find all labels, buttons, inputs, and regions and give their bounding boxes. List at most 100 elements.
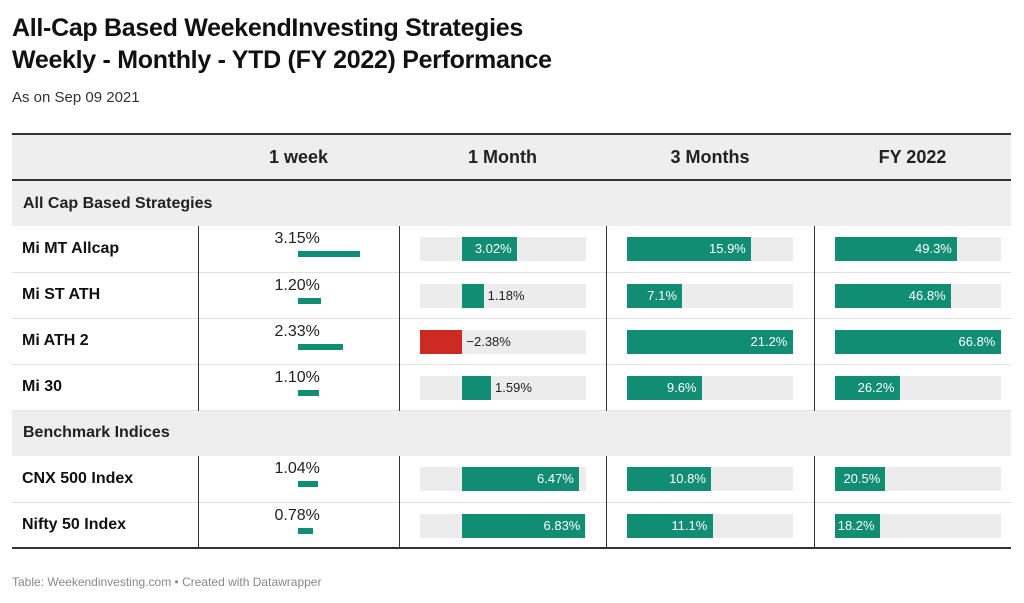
month-cell: 6.83%	[399, 502, 607, 548]
week-value-label: 3.15%	[274, 230, 320, 247]
month-track: 6.83%	[419, 513, 586, 538]
fy-value-label: 26.2%	[857, 379, 895, 395]
chart-subtitle: As on Sep 09 2021	[12, 89, 140, 106]
week-cell: 1.20%	[198, 272, 400, 318]
three-months-cell: 11.1%	[606, 502, 815, 548]
group-label: Benchmark Indices	[23, 424, 170, 442]
three-months-track: 15.9%	[626, 237, 793, 261]
title-line-1: All-Cap Based WeekendInvesting Strategie…	[12, 14, 524, 42]
fy-bar	[834, 375, 900, 400]
three-months-track: 11.1%	[626, 513, 793, 538]
fy-track: 26.2%	[834, 375, 1001, 400]
table-row: Mi ATH 2 2.33% −2.38% 21.2% 66.8%	[12, 318, 1011, 364]
month-value-label: −2.38%	[466, 333, 511, 349]
fy-bar	[834, 467, 886, 491]
fy-cell: 49.3%	[814, 226, 1011, 272]
three-months-value-label: 9.6%	[666, 379, 697, 395]
fy-value-label: 18.2%	[837, 517, 875, 533]
three-months-track: 21.2%	[626, 329, 793, 354]
table-body: All Cap Based Strategies Mi MT Allcap 3.15…	[12, 180, 1011, 548]
source-note: Table: Weekendinvesting.com • Created wi…	[12, 575, 322, 589]
three-months-bar	[626, 283, 683, 308]
column-header-4: FY 2022	[878, 146, 947, 167]
three-months-value-label: 10.8%	[669, 471, 706, 486]
column-header-3: 3 Months	[670, 146, 750, 167]
month-track: 6.47%	[419, 467, 586, 491]
fy-cell: 20.5%	[814, 456, 1011, 502]
row-name: Mi 30	[12, 364, 199, 410]
week-cell: 0.78%	[198, 502, 400, 548]
week-bar	[297, 389, 320, 396]
month-bar	[419, 329, 463, 354]
row-name: CNX 500 Index	[12, 456, 199, 502]
week-cell: 3.15%	[198, 226, 400, 272]
three-months-track: 7.1%	[626, 283, 793, 308]
three-months-track: 9.6%	[626, 375, 793, 400]
three-months-cell: 21.2%	[606, 318, 815, 364]
row-name: Mi ATH 2	[12, 318, 199, 364]
week-cell: 1.04%	[198, 456, 400, 502]
three-months-cell: 15.9%	[606, 226, 815, 272]
three-months-value-label: 11.1%	[671, 517, 708, 533]
month-bar	[462, 467, 579, 491]
fy-bar	[834, 283, 951, 308]
three-months-bar	[626, 467, 712, 491]
week-value-label: 1.10%	[274, 368, 320, 386]
fy-track: 66.8%	[834, 329, 1001, 354]
week-value-label: 0.78%	[274, 506, 320, 524]
fy-track: 49.3%	[834, 237, 1001, 261]
week-value-label: 1.20%	[274, 276, 320, 294]
fy-cell: 66.8%	[814, 318, 1011, 364]
row-name: Nifty 50 Index	[12, 502, 199, 548]
table-row: Mi MT Allcap 3.15% 3.02% 15.9% 49.3%	[12, 226, 1011, 272]
month-value-label: 3.02%	[474, 241, 512, 256]
group-label: All Cap Based Strategies	[23, 194, 213, 212]
fy-track: 46.8%	[834, 283, 1001, 308]
fy-value-label: 66.8%	[958, 333, 996, 349]
fy-bar	[834, 329, 1001, 354]
week-bar	[297, 527, 313, 534]
three-months-cell: 7.1%	[606, 272, 815, 318]
row-name: Mi MT Allcap	[12, 226, 199, 272]
month-track: 1.18%	[419, 283, 586, 308]
fy-cell: 26.2%	[814, 364, 1011, 410]
performance-table: 1 week 1 Month 3 Months FY 2022 All Cap Bas…	[12, 133, 1011, 549]
month-cell: 1.59%	[399, 364, 607, 410]
month-bar	[462, 237, 517, 261]
column-header-2: 1 Month	[468, 146, 537, 167]
month-track: 1.59%	[419, 375, 586, 400]
week-bar	[297, 481, 318, 487]
column-header-1: 1 week	[268, 146, 329, 167]
week-bar	[297, 343, 344, 350]
month-value-label: 6.83%	[543, 517, 581, 533]
month-cell: −2.38%	[399, 318, 607, 364]
month-value-label: 1.59%	[495, 379, 532, 395]
fy-cell: 18.2%	[814, 502, 1011, 548]
week-value-label: 1.04%	[274, 460, 320, 477]
fy-track: 20.5%	[834, 467, 1001, 491]
week-cell: 2.33%	[198, 318, 400, 364]
three-months-value-label: 15.9%	[709, 241, 746, 256]
week-bar	[297, 297, 322, 304]
fy-track: 18.2%	[834, 513, 1001, 538]
table-row: CNX 500 Index 1.04% 6.47% 10.8% 20.5%	[12, 456, 1011, 502]
three-months-track: 10.8%	[626, 467, 793, 491]
month-cell: 3.02%	[399, 226, 607, 272]
three-months-value-label: 21.2%	[750, 333, 788, 349]
fy-value-label: 49.3%	[915, 241, 952, 256]
table-row: Nifty 50 Index 0.78% 6.83% 11.1% 18.2%	[12, 502, 1011, 548]
fy-bar	[834, 237, 957, 261]
month-cell: 6.47%	[399, 456, 607, 502]
group-row: All Cap Based Strategies	[12, 180, 1011, 226]
table-header: 1 week 1 Month 3 Months FY 2022	[12, 134, 1011, 180]
week-bar	[297, 251, 360, 257]
week-cell: 1.10%	[198, 364, 400, 410]
table-row: Mi 30 1.10% 1.59% 9.6% 26.2%	[12, 364, 1011, 410]
month-value-label: 1.18%	[487, 287, 525, 303]
fy-value-label: 20.5%	[843, 471, 881, 486]
fy-value-label: 46.8%	[908, 287, 946, 303]
chart-title: All-Cap Based WeekendInvesting Strategie…	[12, 12, 552, 76]
month-bar	[462, 375, 492, 400]
fy-cell: 46.8%	[814, 272, 1011, 318]
header-row: 1 week 1 Month 3 Months FY 2022	[12, 134, 1011, 180]
